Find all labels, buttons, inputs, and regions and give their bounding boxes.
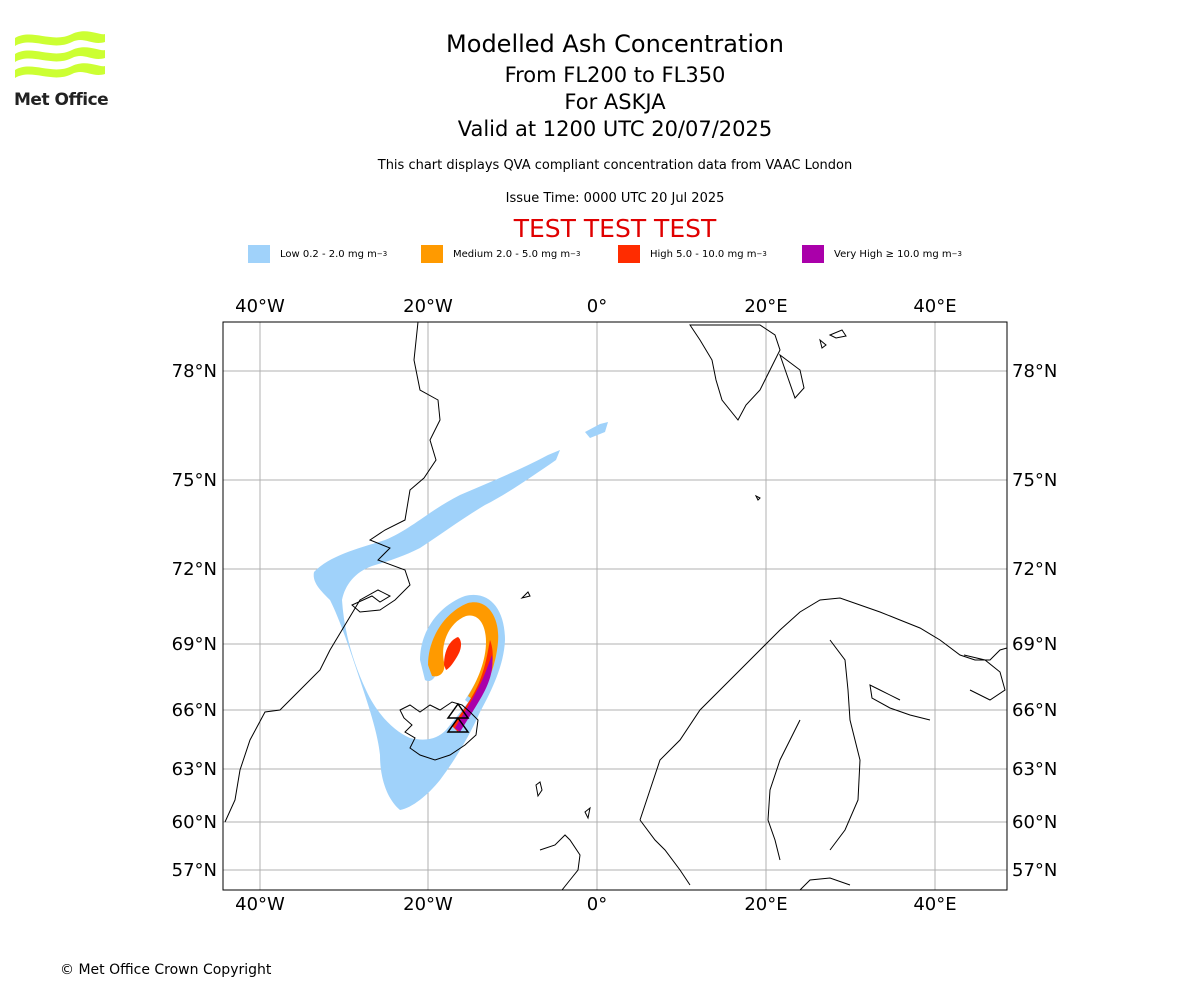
legend-label-very-high: Very High ≥ 10.0 mg m	[834, 248, 952, 260]
valid-time: Valid at 1200 UTC 20/07/2025	[457, 117, 773, 141]
coastlines	[224, 322, 1007, 890]
lon-label: 40°E	[913, 894, 956, 915]
lon-label: 20°W	[403, 894, 453, 915]
legend-exp-very-high: −3	[951, 250, 962, 258]
lon-label: 0°	[587, 296, 607, 317]
lat-label: 69°N	[1012, 634, 1057, 655]
page-title: Modelled Ash Concentration	[446, 30, 784, 58]
lat-labels-left: 78°N 75°N 72°N 69°N 66°N 63°N 60°N 57°N	[172, 361, 217, 881]
met-office-logo: Met Office	[12, 28, 112, 118]
legend-label-low: Low 0.2 - 2.0 mg m	[280, 248, 377, 260]
lat-label: 57°N	[1012, 860, 1057, 881]
legend-label-high: High 5.0 - 10.0 mg m	[650, 248, 757, 260]
legend-label-medium: Medium 2.0 - 5.0 mg m	[453, 248, 571, 260]
lat-label: 78°N	[172, 361, 217, 382]
lat-label: 60°N	[1012, 812, 1057, 833]
lat-label: 63°N	[172, 759, 217, 780]
legend-swatch-high	[618, 245, 640, 263]
lon-label: 40°W	[235, 296, 285, 317]
lon-label: 20°W	[403, 296, 453, 317]
lon-label: 20°E	[744, 296, 787, 317]
legend-item-low: Low 0.2 - 2.0 mg m −3	[248, 244, 387, 264]
legend-swatch-very-high	[802, 245, 824, 263]
met-office-wave-icon	[15, 31, 105, 78]
lon-labels-top: 40°W 20°W 0° 20°E 40°E	[235, 296, 956, 317]
legend-exp-medium: −3	[570, 250, 581, 258]
lon-label: 20°E	[744, 894, 787, 915]
lat-label: 78°N	[1012, 361, 1057, 382]
logo-text: Met Office	[14, 90, 109, 110]
lat-label: 72°N	[172, 559, 217, 580]
legend-item-very-high: Very High ≥ 10.0 mg m −3	[802, 244, 962, 264]
legend-item-high: High 5.0 - 10.0 mg m −3	[618, 244, 767, 264]
lat-label: 66°N	[1012, 700, 1057, 721]
map-frame	[222, 321, 1008, 891]
legend-swatch-low	[248, 245, 270, 263]
lat-label: 72°N	[1012, 559, 1057, 580]
issue-time: Issue Time: 0000 UTC 20 Jul 2025	[505, 191, 725, 206]
legend-item-medium: Medium 2.0 - 5.0 mg m −3	[421, 244, 580, 264]
map-gridlines	[223, 322, 1007, 890]
lon-label: 40°E	[913, 296, 956, 317]
lat-label: 75°N	[172, 470, 217, 491]
chart-subtitle: This chart displays QVA compliant concen…	[377, 158, 853, 173]
lat-labels-right: 78°N 75°N 72°N 69°N 66°N 63°N 60°N 57°N	[1012, 361, 1057, 881]
lon-label: 40°W	[235, 894, 285, 915]
legend-swatch-medium	[421, 245, 443, 263]
lat-label: 57°N	[172, 860, 217, 881]
volcano-marker-icon	[446, 702, 470, 733]
lat-label: 75°N	[1012, 470, 1057, 491]
volcano-name: For ASKJA	[564, 90, 666, 114]
lat-label: 69°N	[172, 634, 217, 655]
lon-labels-bottom: 40°W 20°W 0° 20°E 40°E	[235, 894, 956, 915]
legend-exp-high: −3	[756, 250, 767, 258]
lon-label: 0°	[587, 894, 607, 915]
test-banner: TEST TEST TEST	[513, 214, 717, 243]
ash-medium-region	[428, 602, 499, 702]
legend-exp-low: −3	[376, 250, 388, 258]
lat-label: 66°N	[172, 700, 217, 721]
lat-label: 60°N	[172, 812, 217, 833]
flight-level-range: From FL200 to FL350	[504, 63, 726, 87]
lat-label: 63°N	[1012, 759, 1057, 780]
copyright-text: © Met Office Crown Copyright	[60, 962, 272, 978]
